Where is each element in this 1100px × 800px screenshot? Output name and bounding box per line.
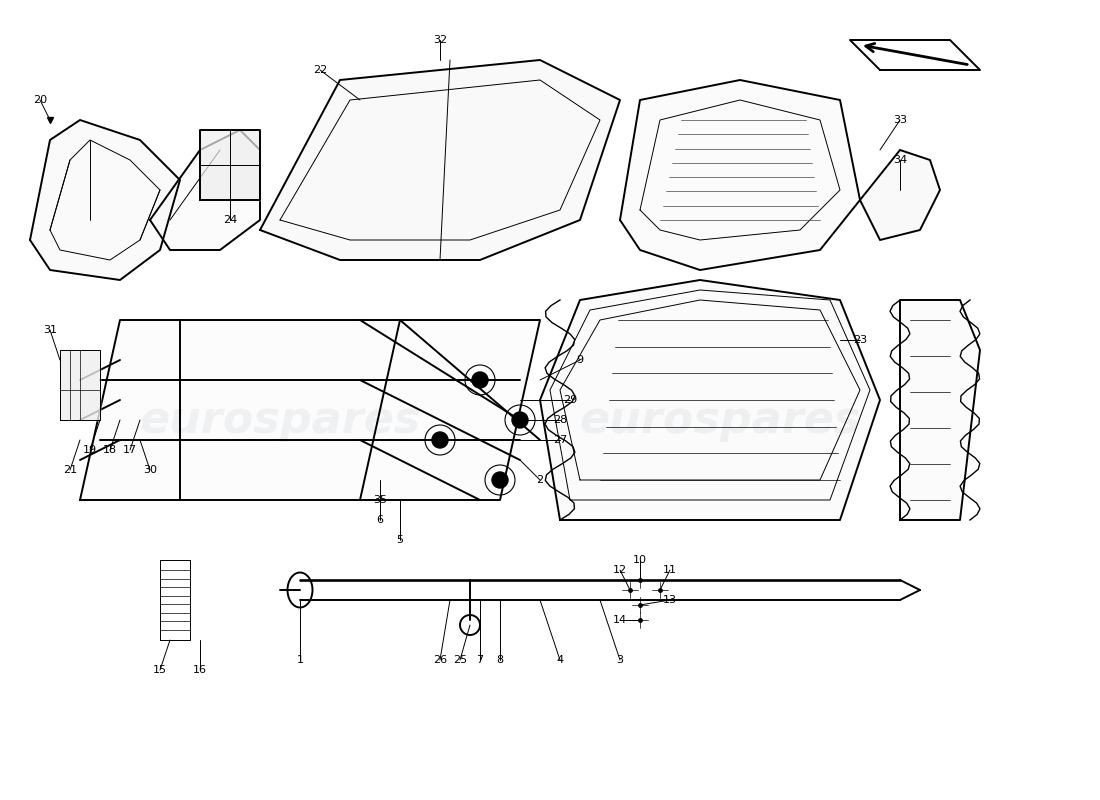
Text: 12: 12 [613, 565, 627, 575]
Polygon shape [150, 130, 260, 250]
Text: 9: 9 [576, 355, 584, 365]
Circle shape [432, 432, 448, 448]
Polygon shape [60, 350, 100, 420]
Text: 34: 34 [893, 155, 907, 165]
Circle shape [472, 372, 488, 388]
Polygon shape [850, 40, 980, 70]
Circle shape [492, 472, 508, 488]
Polygon shape [80, 320, 540, 500]
Text: 21: 21 [63, 465, 77, 475]
Text: 22: 22 [312, 65, 327, 75]
Text: 14: 14 [613, 615, 627, 625]
Text: 13: 13 [663, 595, 676, 605]
Polygon shape [260, 60, 620, 260]
Text: 10: 10 [632, 555, 647, 565]
Polygon shape [30, 120, 180, 280]
Text: 26: 26 [433, 655, 447, 665]
Circle shape [512, 412, 528, 428]
Text: 4: 4 [557, 655, 563, 665]
Text: 16: 16 [192, 665, 207, 675]
Text: 6: 6 [376, 515, 384, 525]
Text: 18: 18 [103, 445, 117, 455]
Text: eurospares: eurospares [580, 398, 860, 442]
Text: 2: 2 [537, 475, 543, 485]
Text: 32: 32 [433, 35, 447, 45]
Text: 35: 35 [373, 495, 387, 505]
Polygon shape [860, 150, 940, 240]
Text: 19: 19 [82, 445, 97, 455]
Polygon shape [200, 130, 260, 200]
Text: eurospares: eurospares [140, 398, 420, 442]
Text: 11: 11 [663, 565, 676, 575]
Text: 7: 7 [476, 655, 484, 665]
Text: 28: 28 [553, 415, 568, 425]
Text: 25: 25 [453, 655, 468, 665]
Text: 30: 30 [143, 465, 157, 475]
Text: 31: 31 [43, 325, 57, 335]
Text: 29: 29 [563, 395, 578, 405]
Text: 3: 3 [616, 655, 624, 665]
Text: 8: 8 [496, 655, 504, 665]
Text: 20: 20 [33, 95, 47, 105]
Text: 33: 33 [893, 115, 907, 125]
Polygon shape [900, 300, 980, 520]
Text: 27: 27 [553, 435, 568, 445]
Polygon shape [620, 80, 860, 270]
Text: 17: 17 [123, 445, 138, 455]
Text: 23: 23 [852, 335, 867, 345]
Text: 24: 24 [223, 215, 238, 225]
Text: 5: 5 [396, 535, 404, 545]
Polygon shape [540, 280, 880, 520]
Text: 15: 15 [153, 665, 167, 675]
Text: 1: 1 [297, 655, 304, 665]
